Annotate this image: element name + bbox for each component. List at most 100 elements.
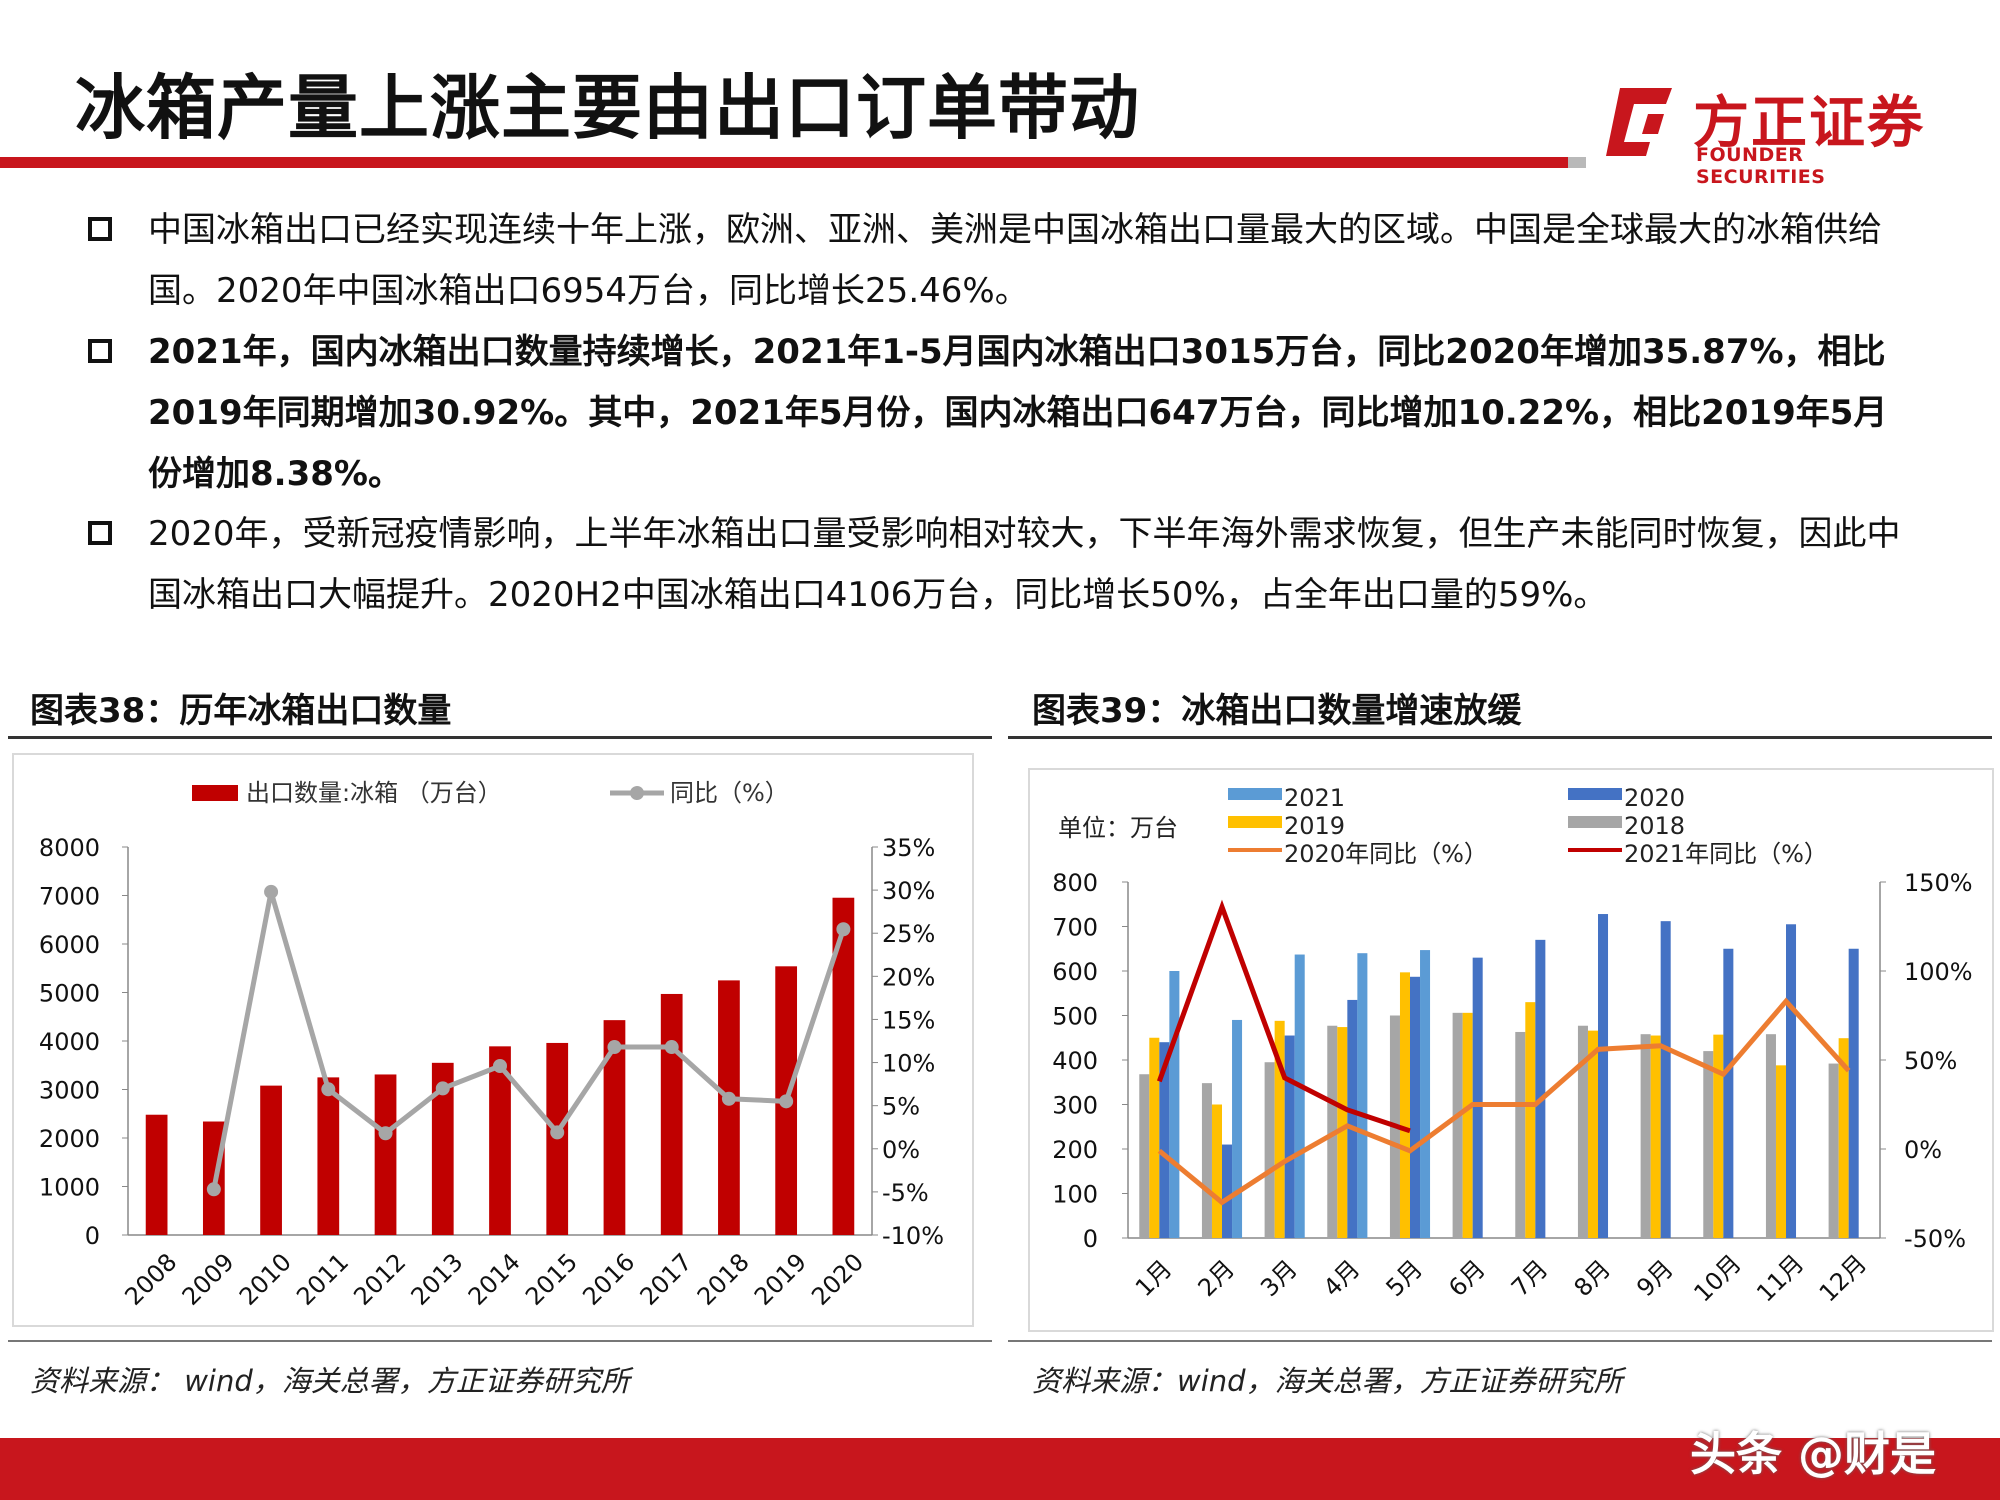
watermark: 头条 @财是 xyxy=(1690,1427,1937,1481)
bar-2020-10月 xyxy=(1723,948,1734,1238)
bar-export-2010 xyxy=(260,1085,282,1235)
bar-export-2013 xyxy=(431,1062,454,1235)
y-right-tick-label: 15% xyxy=(882,1006,935,1034)
bar-2020-5月 xyxy=(1410,976,1421,1238)
y-right-tick-label: 0% xyxy=(882,1136,920,1164)
yoy-line xyxy=(211,891,846,1190)
x-tick-label: 2008 xyxy=(119,1248,182,1311)
bar-2019-2月 xyxy=(1211,1104,1222,1238)
bar-2020-4月 xyxy=(1347,999,1358,1238)
y-right-tick-label: 25% xyxy=(882,920,935,948)
bar-2020-1月 xyxy=(1159,1042,1170,1238)
legend-swatch-bar xyxy=(192,785,238,801)
line-2020年同比（%） xyxy=(1157,997,1851,1206)
legend-swatch-point xyxy=(630,786,644,800)
bar-2019-3月 xyxy=(1274,1020,1285,1238)
y-right-tick-label: -10% xyxy=(882,1222,944,1250)
logo-chinese-name: 方正证券 xyxy=(1693,91,1925,156)
y-right-tick-label: 20% xyxy=(882,963,935,991)
bar-2019-1月 xyxy=(1149,1037,1160,1238)
bullet-square-icon xyxy=(88,217,112,241)
bar-2019-12月 xyxy=(1838,1038,1849,1238)
bullet-2-text: 2021年，国内冰箱出口数量持续增长，2021年1-5月国内冰箱出口3015万台… xyxy=(148,332,1888,494)
chart1-source: 资料来源： wind，海关总署，方正证券研究所 xyxy=(30,1364,630,1398)
x-tick-label: 2013 xyxy=(406,1248,469,1311)
legend-label-2020: 2020 xyxy=(1624,784,1685,812)
bar-2020-9月 xyxy=(1660,921,1671,1238)
y-left-tick-label: 400 xyxy=(1052,1047,1098,1075)
logo-mark-icon xyxy=(1606,88,1672,156)
bar-2019-8月 xyxy=(1587,1030,1598,1238)
y-left-tick-label: 100 xyxy=(1052,1181,1098,1209)
y-left-tick-label: 8000 xyxy=(39,834,100,862)
bar-2021-4月 xyxy=(1357,953,1368,1238)
bar-2020-6月 xyxy=(1472,957,1483,1238)
unit-label: 单位：万台 xyxy=(1058,814,1178,842)
legend-label-2020年同比（%）: 2020年同比（%） xyxy=(1284,840,1488,868)
legend-label-2018: 2018 xyxy=(1624,812,1685,840)
logo-english-name: FOUNDER SECURITIES xyxy=(1696,144,1826,188)
y-right-tick-label: 0% xyxy=(1904,1136,1942,1164)
bar-2018-6月 xyxy=(1452,1012,1463,1238)
bar-export-2014 xyxy=(489,1046,511,1235)
yoy-point-2018 xyxy=(721,1091,736,1106)
bar-2018-2月 xyxy=(1201,1083,1212,1238)
legend-label-bar: 出口数量:冰箱 （万台） xyxy=(246,779,502,807)
x-tick-label: 2010 xyxy=(234,1248,297,1311)
y-left-tick-label: 6000 xyxy=(39,931,100,959)
y-left-tick-label: 3000 xyxy=(39,1077,100,1105)
x-tick-label: 2009 xyxy=(177,1248,240,1311)
x-tick-label: 2011 xyxy=(291,1248,354,1311)
y-left-tick-label: 0 xyxy=(1083,1225,1098,1253)
bar-2019-5月 xyxy=(1399,972,1410,1238)
x-tick-label: 2019 xyxy=(749,1248,812,1311)
yoy-point-2010 xyxy=(264,884,279,899)
bar-export-2008 xyxy=(145,1114,168,1235)
x-tick-label: 6月 xyxy=(1443,1255,1491,1303)
x-tick-label: 10月 xyxy=(1688,1249,1746,1307)
y-left-tick-label: 1000 xyxy=(39,1174,100,1202)
bar-2018-10月 xyxy=(1703,1051,1714,1238)
bar-export-2016 xyxy=(603,1020,626,1235)
bar-2019-6月 xyxy=(1462,1012,1473,1238)
legend-swatch-2018 xyxy=(1568,816,1622,828)
bullet-3: 2020年，受新冠疫情影响，上半年冰箱出口量受影响相对较大，下半年海外需求恢复，… xyxy=(88,504,1908,626)
y-left-tick-label: 7000 xyxy=(39,883,100,911)
bar-2020-8月 xyxy=(1598,914,1609,1238)
legend-swatch-2020 xyxy=(1568,788,1622,800)
yoy-point-2014 xyxy=(493,1059,507,1074)
bar-export-2011 xyxy=(317,1077,340,1235)
yoy-point-2016 xyxy=(607,1040,622,1055)
bullet-2: 2021年，国内冰箱出口数量持续增长，2021年1-5月国内冰箱出口3015万台… xyxy=(88,322,1908,505)
chart2-frame: 0 100 200 300 400 500 600 700 800 -50% 0% 50% 100% 15… xyxy=(1028,768,1994,1332)
legend-label-line: 同比（%） xyxy=(670,779,789,807)
company-logo: 方正证券 FOUNDER SECURITIES xyxy=(1598,78,1928,188)
x-tick-label: 8月 xyxy=(1569,1255,1617,1303)
bar-2019-11月 xyxy=(1775,1065,1786,1238)
title-underline-end xyxy=(1568,157,1586,168)
x-tick-label: 9月 xyxy=(1631,1255,1679,1303)
yoy-point-2017 xyxy=(664,1040,679,1055)
chart1-bottom-rule xyxy=(8,1340,992,1342)
x-tick-label: 3月 xyxy=(1255,1255,1303,1303)
y-left-tick-label: 300 xyxy=(1052,1092,1098,1120)
bar-2018-7月 xyxy=(1515,1031,1526,1238)
y-right-tick-label: -5% xyxy=(882,1179,929,1207)
bar-2021-3月 xyxy=(1294,954,1305,1238)
y-left-tick-label: 200 xyxy=(1052,1136,1098,1164)
bullet-1: 中国冰箱出口已经实现连续十年上涨，欧洲、亚洲、美洲是中国冰箱出口量最大的区域。中… xyxy=(88,200,1908,322)
bar-2019-9月 xyxy=(1650,1035,1661,1238)
bullet-3-text: 2020年，受新冠疫情影响，上半年冰箱出口量受影响相对较大，下半年海外需求恢复，… xyxy=(148,514,1901,615)
legend-swatch-2021 xyxy=(1228,788,1282,800)
x-tick-label: 5月 xyxy=(1381,1255,1429,1303)
chart2-title: 图表39：冰箱出口数量增速放缓 xyxy=(1032,691,1522,731)
y-left-tick-label: 700 xyxy=(1052,914,1098,942)
bar-export-2020 xyxy=(832,897,855,1235)
y-left-tick-label: 600 xyxy=(1052,958,1098,986)
bullet-1-text: 中国冰箱出口已经实现连续十年上涨，欧洲、亚洲、美洲是中国冰箱出口量最大的区域。中… xyxy=(148,210,1882,311)
bullet-square-icon xyxy=(88,339,112,363)
x-tick-label: 12月 xyxy=(1814,1249,1872,1307)
bar-2018-11月 xyxy=(1765,1034,1776,1238)
legend-label-2019: 2019 xyxy=(1284,812,1345,840)
bar-2020-7月 xyxy=(1535,939,1546,1238)
